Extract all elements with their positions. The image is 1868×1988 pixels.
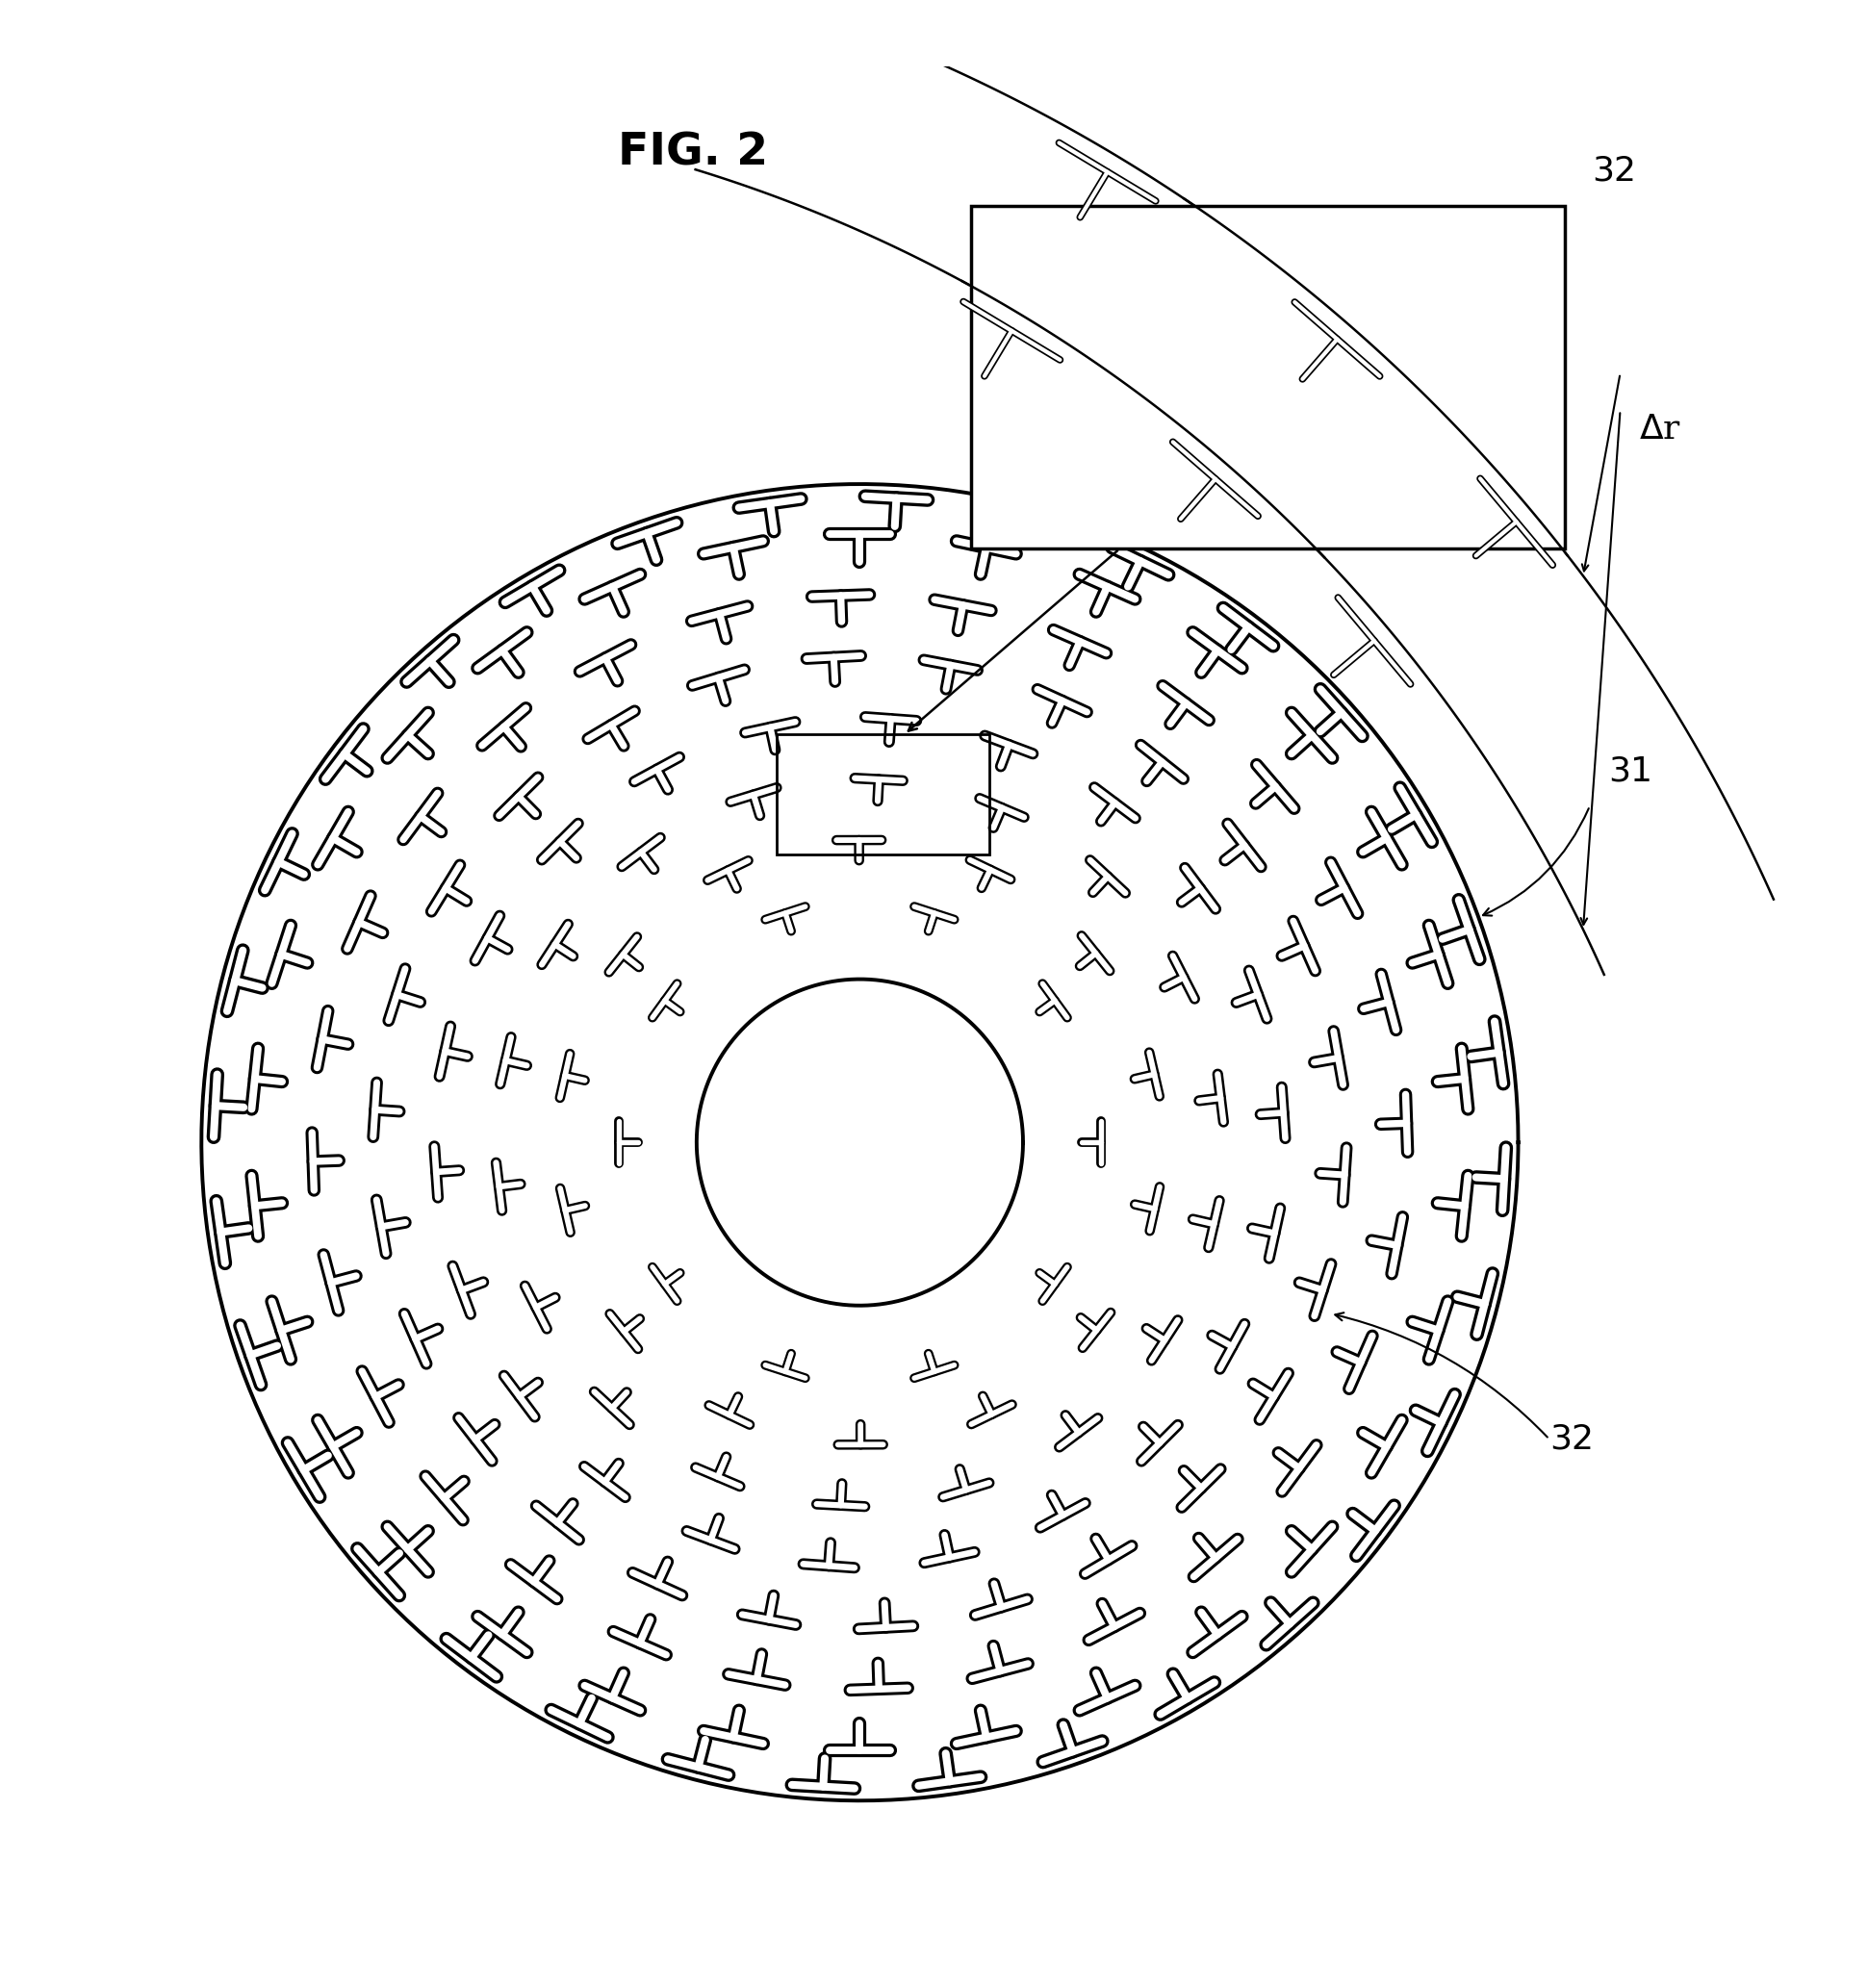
Bar <box>971 207 1565 549</box>
Text: 31: 31 <box>1608 755 1653 787</box>
Text: 32: 32 <box>1549 1423 1593 1455</box>
Text: $\Delta$r: $\Delta$r <box>1638 414 1681 445</box>
Text: 32: 32 <box>1592 155 1636 187</box>
Text: FIG. 2: FIG. 2 <box>618 131 768 175</box>
Bar <box>777 734 990 855</box>
